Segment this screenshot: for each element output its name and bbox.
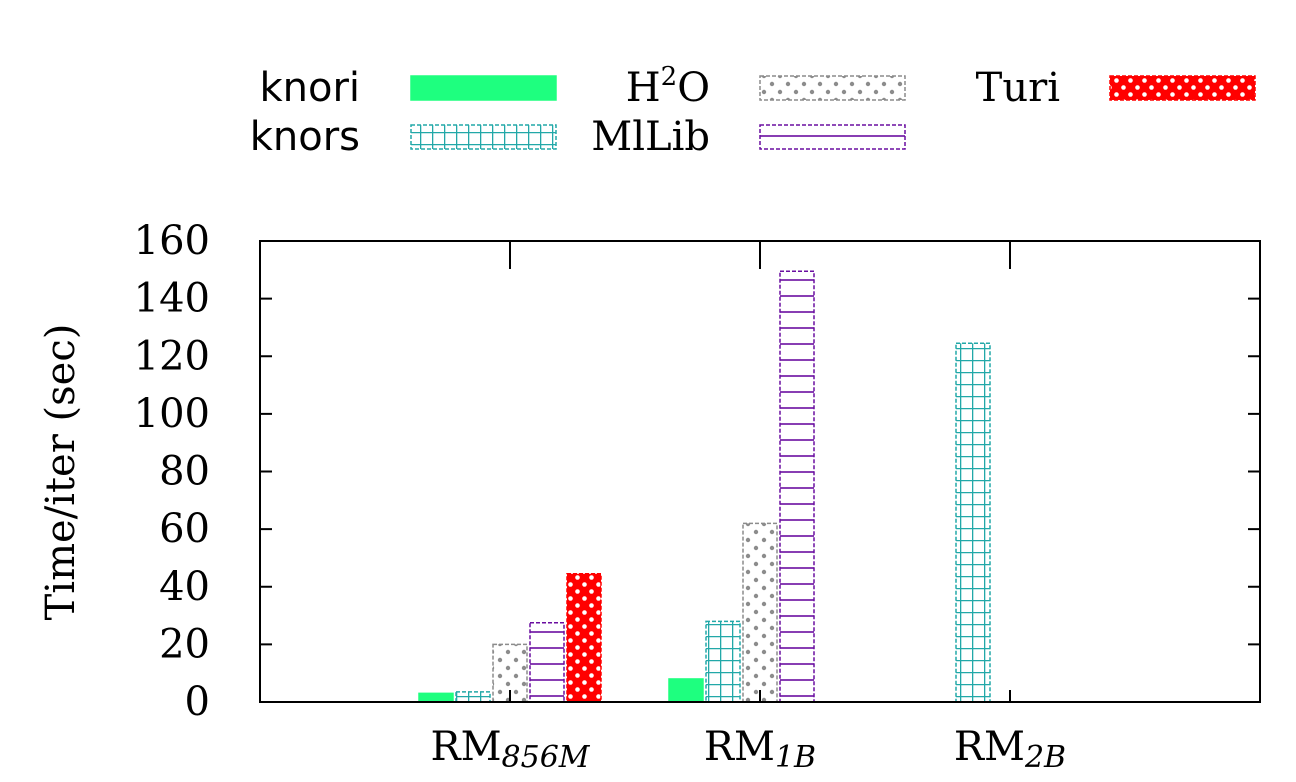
bar-knors-1: [705, 620, 741, 703]
x-tick-label: RM856M: [430, 724, 590, 775]
legend-swatch-knori: [410, 75, 557, 101]
y-tick-label: 160: [134, 218, 210, 264]
legend-label-mllib: MlLib: [591, 114, 710, 160]
legend-label-knori: knori: [259, 65, 360, 111]
y-tick-label: 100: [134, 391, 210, 437]
legend-label-knors: knors: [250, 114, 360, 160]
bar-h2o-1: [742, 522, 778, 703]
legend: knori H2O Turi knors MlLib: [250, 62, 1256, 160]
y-tick-label: 80: [159, 449, 210, 495]
y-tick-label: 0: [185, 679, 210, 725]
legend-swatch-turi: [1109, 75, 1256, 101]
y-tick-label: 120: [134, 333, 210, 379]
bar-knori-0: [418, 692, 454, 703]
bar-turi-0: [566, 573, 602, 703]
y-tick-label: 20: [159, 621, 210, 667]
bar-knori-1: [668, 678, 704, 703]
y-tick-label: 40: [159, 564, 210, 610]
y-tick-label: 140: [134, 276, 210, 322]
legend-swatch-mllib: [759, 124, 906, 150]
legend-swatch-knors: [410, 124, 557, 150]
bars: [418, 270, 991, 703]
legend-label-turi: Turi: [976, 65, 1060, 111]
y-axis-ticks: 0 20 40 60 80 100 120 140 160: [134, 218, 1260, 725]
plot-frame: [259, 240, 1261, 703]
bar-knors-2: [955, 342, 991, 703]
x-axis-ticks: RM856M RM1B RM2B: [430, 241, 1066, 775]
y-axis-label: Time/iter (sec): [38, 324, 84, 621]
bar-mllib-1: [779, 270, 815, 703]
x-tick-label: RM1B: [704, 724, 816, 775]
legend-swatch-h2o: [759, 75, 906, 101]
x-tick-label: RM2B: [954, 724, 1066, 775]
bar-knors-0: [455, 691, 491, 703]
y-tick-label: 60: [159, 506, 210, 552]
bar-mllib-0: [529, 622, 565, 703]
legend-label-h2o: H2O: [626, 62, 710, 111]
